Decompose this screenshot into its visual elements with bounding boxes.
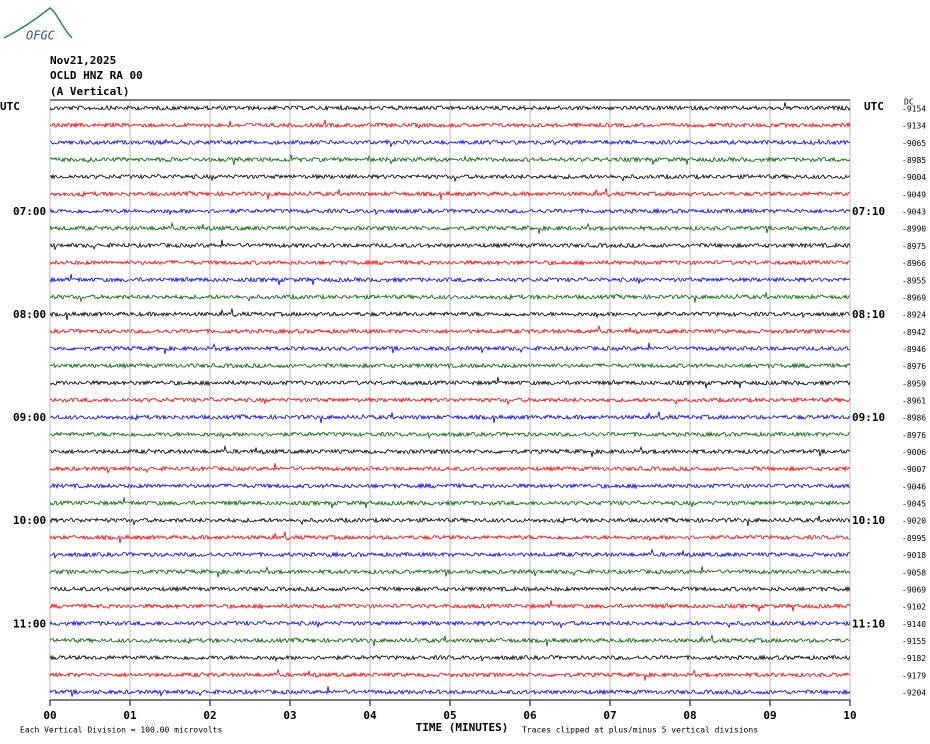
x-tick-label: 05: [443, 709, 456, 722]
x-tick-label: 08: [683, 709, 696, 722]
x-tick-label: 10: [843, 709, 856, 722]
left-time-label: 07:00: [13, 205, 46, 218]
component: (A Vertical): [50, 85, 129, 98]
dc-offset: -9154: [902, 105, 926, 114]
logo-mark: [3, 7, 73, 39]
dc-offset: -9018: [902, 551, 926, 560]
dc-offset: -9006: [902, 448, 926, 457]
dc-offset: -8969: [902, 293, 926, 302]
dc-offset: -9045: [902, 500, 926, 509]
dc-offset: -8942: [902, 328, 926, 337]
dc-offset: -9134: [902, 122, 926, 131]
dc-offset: -9182: [902, 654, 926, 663]
right-time-label: 10:10: [852, 514, 885, 527]
dc-offset: -8975: [902, 242, 926, 251]
left-time-label: 08:00: [13, 308, 46, 321]
dc-offset: -8976: [902, 431, 926, 440]
x-tick-label: 04: [363, 709, 377, 722]
x-tick-label: 09: [763, 709, 776, 722]
dc-offset: -8961: [902, 397, 926, 406]
dc-offset: -8946: [902, 345, 926, 354]
dc-offset: -9065: [902, 139, 926, 148]
right-time-label: 11:10: [852, 617, 885, 630]
footer-scale: Each Vertical Division = 100.00 microvol…: [20, 726, 222, 735]
dc-offset: -9043: [902, 208, 926, 217]
dc-offset: -9004: [902, 173, 926, 182]
footer-clip: Traces clipped at plus/minus 5 vertical …: [522, 726, 758, 735]
logo-text: OFGC: [26, 29, 56, 43]
dc-offset: -9020: [902, 517, 926, 526]
station: OCLD HNZ RA 00: [50, 69, 143, 82]
dc-offset: -9140: [902, 620, 926, 629]
x-tick-label: 07: [603, 709, 616, 722]
dc-offset: -8985: [902, 156, 926, 165]
dc-offset: -8955: [902, 276, 926, 285]
dc-offset: -8966: [902, 259, 926, 268]
dc-offset: -9046: [902, 482, 926, 491]
dc-offset: -9179: [902, 671, 926, 680]
left-utc: UTC: [0, 100, 20, 113]
dc-offset: -9102: [902, 603, 926, 612]
dc-offset: -9204: [902, 689, 926, 698]
dc-offset: -8986: [902, 414, 926, 423]
dc-offset: -9069: [902, 585, 926, 594]
right-time-label: 09:10: [852, 411, 885, 424]
dc-offset: -9049: [902, 190, 926, 199]
right-utc: UTC: [864, 100, 884, 113]
dc-offset: -8959: [902, 379, 926, 388]
dc-offset: -8976: [902, 362, 926, 371]
right-time-label: 08:10: [852, 308, 885, 321]
dc-offset: -9007: [902, 465, 926, 474]
dc-offset: -9155: [902, 637, 926, 646]
date: Nov21,2025: [50, 54, 116, 67]
left-time-label: 09:00: [13, 411, 46, 424]
left-time-label: 11:00: [13, 617, 46, 630]
x-tick-label: 03: [283, 709, 296, 722]
dc-label: DC: [904, 98, 914, 107]
dc-offset: -8990: [902, 225, 926, 234]
x-tick-label: 02: [203, 709, 216, 722]
x-tick-label: 01: [123, 709, 137, 722]
x-tick-label: 00: [43, 709, 56, 722]
left-time-label: 10:00: [13, 514, 46, 527]
dc-offset: -8924: [902, 311, 926, 320]
right-time-label: 07:10: [852, 205, 885, 218]
dc-offset: -9058: [902, 568, 926, 577]
x-tick-label: 06: [523, 709, 537, 722]
x-axis-label: TIME (MINUTES): [416, 721, 509, 734]
dc-offset: -8995: [902, 534, 926, 543]
